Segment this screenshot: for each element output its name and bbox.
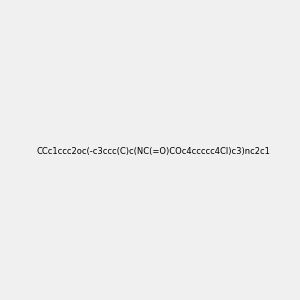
Text: CCc1ccc2oc(-c3ccc(C)c(NC(=O)COc4ccccc4Cl)c3)nc2c1: CCc1ccc2oc(-c3ccc(C)c(NC(=O)COc4ccccc4Cl… — [37, 147, 271, 156]
